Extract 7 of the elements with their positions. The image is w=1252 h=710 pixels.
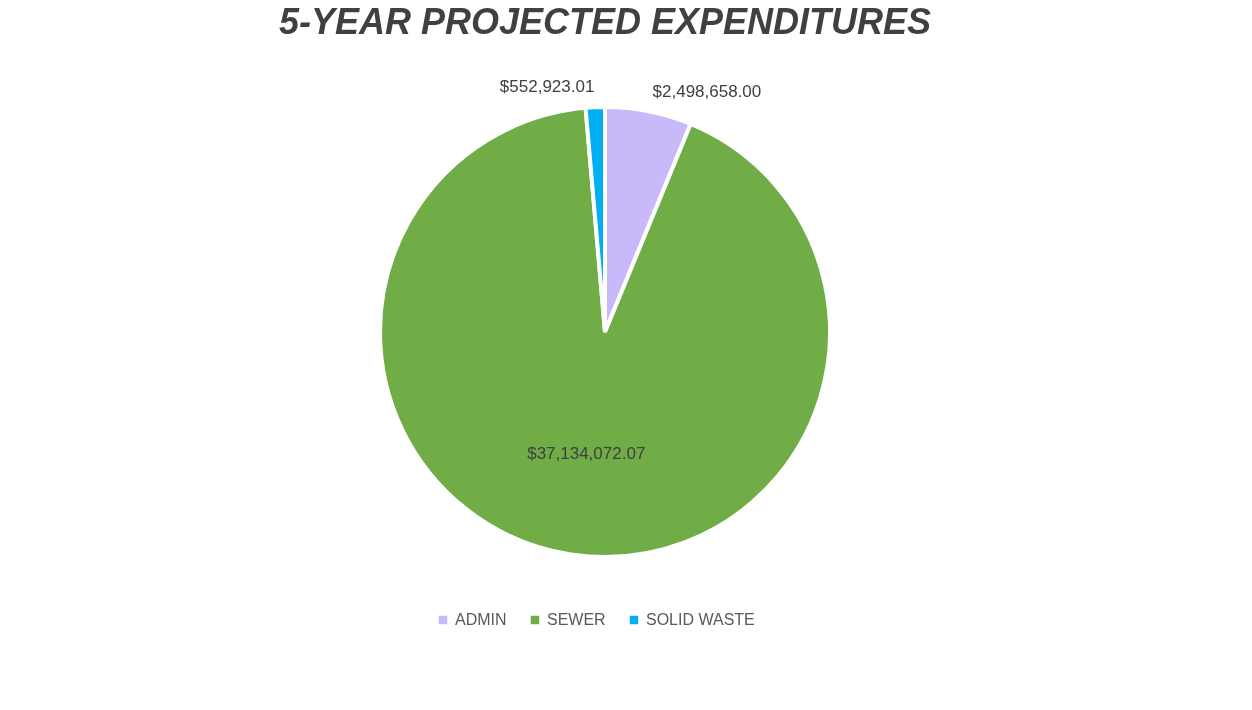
legend-label: SEWER xyxy=(547,611,606,628)
legend-label: ADMIN xyxy=(455,611,507,628)
data-label: $552,923.01 xyxy=(499,77,595,97)
data-label: $2,498,658.00 xyxy=(652,81,762,101)
chart-title: 5-YEAR PROJECTED EXPENDITURES xyxy=(278,1,932,42)
legend-label: SOLID WASTE xyxy=(646,611,755,628)
data-label: $37,134,072.07 xyxy=(527,444,646,464)
